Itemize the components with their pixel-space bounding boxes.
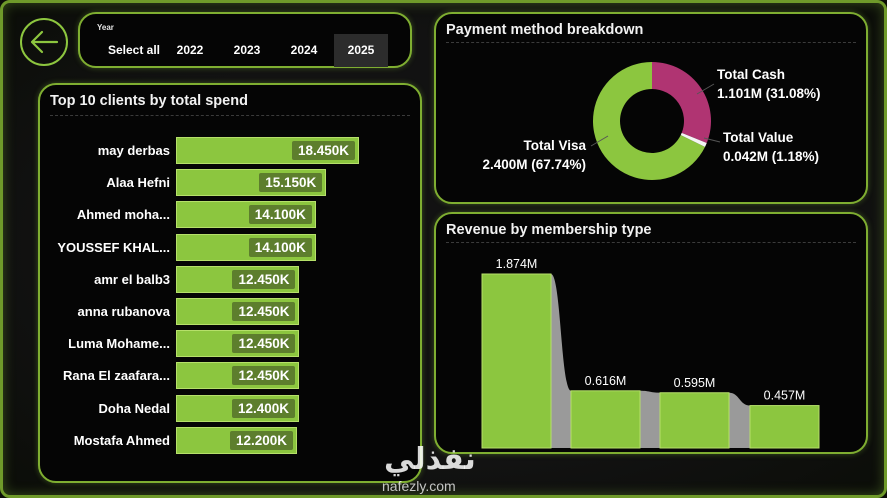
- client-bar[interactable]: 14.100K: [176, 233, 316, 261]
- title-divider: [446, 42, 856, 43]
- ribbon-connector: [729, 392, 750, 448]
- top-clients-title: Top 10 clients by total spend: [50, 93, 248, 109]
- client-value-label: 14.100K: [248, 205, 312, 225]
- slice-value-value: 0.042M (1.18%): [723, 149, 820, 164]
- client-value-label: 12.450K: [232, 269, 296, 289]
- slice-name-cash: Total Cash: [717, 67, 786, 82]
- client-value-label: 14.100K: [248, 237, 312, 257]
- membership-revenue-panel: Revenue by membership type 1.874MQuarter…: [434, 212, 868, 454]
- client-name-label: Ahmed moha...: [76, 207, 170, 223]
- client-bar-row[interactable]: Doha Nedal 12.400K: [40, 394, 420, 423]
- client-bar[interactable]: 12.450K: [176, 362, 300, 390]
- payment-donut-chart: [590, 62, 721, 180]
- client-name-label: Mostafa Ahmed: [73, 432, 170, 448]
- client-name-label: Rana El zaafara...: [63, 368, 170, 384]
- donut-leader-line: [590, 135, 609, 147]
- title-divider: [50, 115, 410, 116]
- client-bar[interactable]: 18.450K: [176, 137, 359, 164]
- slice-name-value: Total Value: [723, 130, 794, 145]
- membership-value-label: 1.874M: [496, 257, 538, 271]
- payment-method-title: Payment method breakdown: [446, 22, 644, 38]
- client-bar[interactable]: 12.450K: [176, 330, 300, 358]
- ribbon-connector: [640, 390, 660, 448]
- membership-value-label: 0.595M: [674, 376, 716, 390]
- membership-value-label: 0.457M: [764, 389, 806, 403]
- client-value-label: 12.400K: [231, 398, 295, 418]
- client-bar[interactable]: 12.450K: [176, 265, 300, 293]
- slice-name-visa: Total Visa: [523, 138, 586, 153]
- year-option-2025[interactable]: 2025: [334, 34, 388, 67]
- client-bar-row[interactable]: Ahmed moha... 14.100K: [40, 201, 420, 229]
- membership-bar-quarter[interactable]: [481, 273, 552, 449]
- slice-value-visa: 2.400M (67.74%): [482, 157, 586, 172]
- client-value-label: 18.450K: [291, 141, 355, 160]
- donut-slice-total-cash[interactable]: [652, 62, 711, 143]
- client-bar-row[interactable]: may derbas 18.450K: [40, 137, 420, 165]
- donut-slice-total-value[interactable]: [680, 132, 707, 147]
- top-clients-panel: Top 10 clients by total spend may derbas…: [38, 83, 422, 483]
- membership-revenue-title: Revenue by membership type: [446, 222, 652, 238]
- year-option-2023[interactable]: 2023: [233, 43, 261, 57]
- year-option-2022[interactable]: 2022: [176, 43, 204, 57]
- client-name-label: Luma Mohame...: [68, 336, 170, 352]
- ribbon-connector: [551, 274, 571, 448]
- arrow-left-icon: [30, 30, 59, 54]
- client-bar-row[interactable]: anna rubanova 12.450K: [40, 298, 420, 326]
- payment-method-panel: Payment method breakdown Total Cash 1.10…: [434, 12, 868, 204]
- client-value-label: 12.450K: [232, 302, 296, 321]
- client-bar[interactable]: 12.200K: [176, 426, 297, 454]
- year-slicer: Year Select all 2022 2023 2024 2025: [78, 12, 412, 68]
- client-bar-row[interactable]: Alaa Hefni 15.150K: [40, 169, 420, 197]
- membership-value-label: 0.616M: [585, 374, 627, 388]
- membership-bar-semi-annual[interactable]: [659, 392, 730, 449]
- client-bar[interactable]: 14.100K: [176, 201, 316, 229]
- legend-label-cash: Total Cash 1.101M (31.08%): [717, 65, 821, 103]
- client-bar[interactable]: 12.450K: [176, 298, 300, 325]
- client-bar-row[interactable]: Rana El zaafara... 12.450K: [40, 362, 420, 390]
- client-name-label: Alaa Hefni: [106, 175, 170, 191]
- client-bar-row[interactable]: Mostafa Ahmed 12.200K: [40, 426, 420, 455]
- legend-label-visa: Total Visa 2.400M (67.74%): [466, 136, 586, 174]
- legend-label-value: Total Value 0.042M (1.18%): [723, 128, 819, 166]
- donut-slice-total-visa[interactable]: [593, 62, 705, 180]
- client-bar[interactable]: 15.150K: [176, 169, 327, 197]
- back-button[interactable]: [20, 18, 68, 66]
- client-name-label: YOUSSEF KHAL...: [57, 239, 170, 255]
- year-option-select-all[interactable]: Select all: [107, 43, 161, 57]
- client-name-label: amr el balb3: [94, 271, 170, 287]
- year-slicer-label: Year: [97, 23, 114, 32]
- membership-bar-annual[interactable]: [570, 390, 641, 449]
- client-bar-row[interactable]: Luma Mohame... 12.450K: [40, 330, 420, 358]
- client-value-label: 12.200K: [229, 430, 293, 450]
- client-value-label: 15.150K: [259, 173, 323, 193]
- client-value-label: 12.450K: [232, 334, 296, 354]
- year-option-2024[interactable]: 2024: [290, 43, 318, 57]
- client-value-label: 12.450K: [232, 366, 296, 386]
- client-bar-row[interactable]: YOUSSEF KHAL... 14.100K: [40, 233, 420, 262]
- client-name-label: Doha Nedal: [98, 400, 170, 416]
- client-bar[interactable]: 12.400K: [176, 394, 299, 422]
- title-divider: [446, 242, 856, 243]
- donut-leader-line: [696, 83, 715, 95]
- donut-leader-line: [703, 137, 721, 143]
- membership-bar-monthly[interactable]: [749, 405, 820, 449]
- slice-value-cash: 1.101M (31.08%): [717, 86, 821, 101]
- client-bar-row[interactable]: amr el balb3 12.450K: [40, 265, 420, 294]
- client-name-label: anna rubanova: [77, 304, 170, 319]
- client-name-label: may derbas: [97, 143, 170, 158]
- membership-ribbon-chart: 1.874MQuarter0.616MAnnual0.595MSemi-Annu…: [481, 257, 820, 449]
